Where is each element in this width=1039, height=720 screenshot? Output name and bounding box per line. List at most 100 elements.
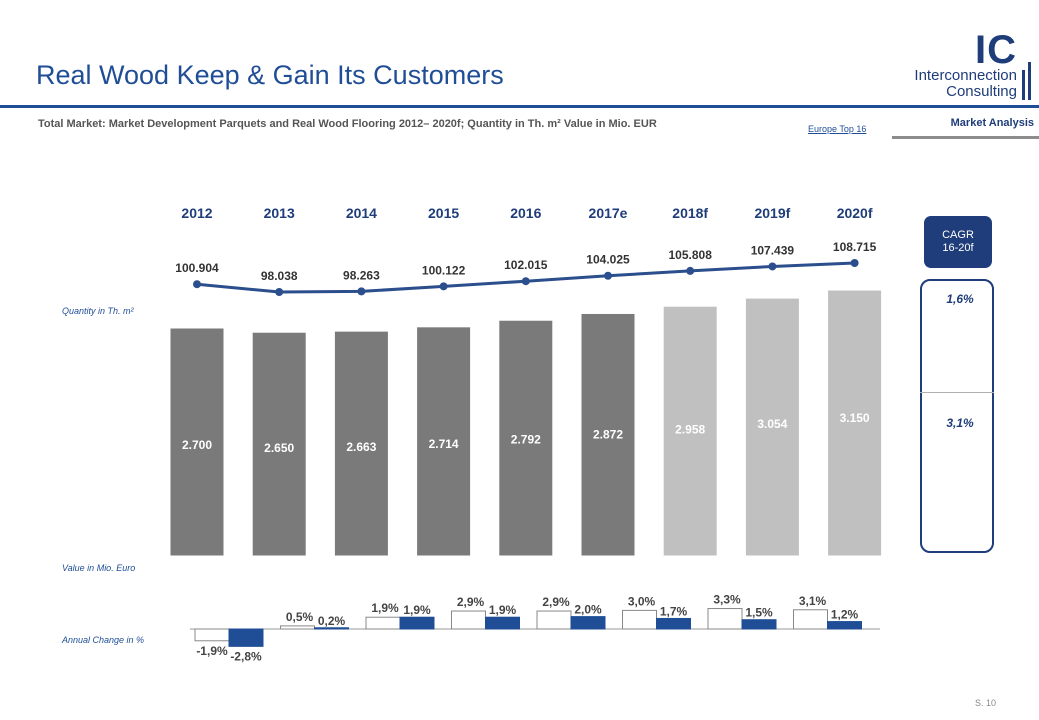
year-label: 2014	[346, 205, 377, 221]
quantity-label: 105.808	[669, 248, 713, 262]
cagr-header: CAGR 16-20f	[924, 216, 992, 268]
value-bar-label: 2.650	[264, 441, 294, 455]
quantity-point	[521, 277, 530, 286]
change-label: 2,0%	[574, 603, 602, 617]
cagr-title: CAGR	[942, 229, 974, 241]
cagr-quantity-value: 1,6%	[946, 292, 974, 306]
quantity-label: 104.025	[586, 253, 630, 267]
change-bar-blue	[656, 617, 691, 630]
change-bar-blue	[314, 627, 349, 630]
year-label: 2018f	[672, 205, 708, 221]
change-label: 3,3%	[713, 593, 741, 607]
change-label: 1,9%	[371, 601, 399, 615]
year-label: 2020f	[837, 205, 873, 221]
change-label: 1,7%	[660, 604, 688, 618]
change-label: -1,9%	[196, 644, 228, 658]
value-bar-label: 2.958	[675, 423, 705, 437]
quantity-label: 98.263	[343, 268, 380, 282]
value-bar-label: 3.150	[840, 411, 870, 425]
value-axis-label: Value in Mio. Euro	[62, 563, 136, 573]
change-bar-blue	[827, 621, 862, 630]
change-label: 1,9%	[403, 603, 431, 617]
value-bar	[169, 327, 225, 557]
quantity-point	[275, 288, 284, 296]
change-bar-blue	[228, 628, 264, 647]
change-bar-white	[622, 609, 657, 630]
quantity-point	[768, 262, 777, 271]
value-bar-label: 2.872	[593, 428, 623, 442]
section-underline	[892, 136, 1039, 139]
change-label: 1,2%	[831, 608, 859, 622]
company-logo: IC Interconnection Consulting	[885, 30, 1035, 102]
logo-text-line1: Interconnection	[914, 67, 1017, 84]
change-label: 0,2%	[318, 614, 346, 628]
change-bar-white	[365, 616, 401, 630]
change-bar-blue	[570, 616, 606, 630]
quantity-point	[604, 271, 612, 280]
quantity-axis-label: Quantity in Th. m²	[62, 306, 134, 316]
value-bar-label: 2.663	[346, 440, 376, 454]
change-bar-white	[451, 610, 486, 630]
quantity-label: 100.904	[175, 261, 219, 275]
quantity-label: 98.038	[261, 269, 298, 283]
change-bar-blue	[399, 616, 435, 630]
change-label: 2,9%	[457, 595, 485, 609]
value-bar	[498, 319, 554, 557]
change-label: 1,9%	[489, 603, 517, 617]
change-label: 2,9%	[542, 595, 570, 609]
quantity-point	[439, 282, 448, 291]
year-label: 2019f	[754, 205, 790, 221]
value-bar-label: 3.054	[757, 417, 787, 431]
logo-bar	[1028, 62, 1031, 100]
change-label: 3,1%	[799, 594, 827, 608]
year-label: 2015	[428, 205, 459, 221]
value-bar	[827, 289, 883, 557]
title-underline	[0, 105, 1039, 108]
quantity-point	[686, 266, 695, 275]
quantity-point	[193, 280, 201, 289]
change-bar-blue	[485, 616, 520, 630]
value-bar-label: 2.792	[511, 432, 541, 446]
change-bar-white	[194, 628, 230, 642]
value-bar-label: 2.714	[429, 437, 459, 451]
year-label: 2017e	[589, 205, 628, 221]
quantity-label: 108.715	[833, 240, 877, 254]
year-label: 2013	[264, 205, 295, 221]
europe-top16-link[interactable]: Europe Top 16	[808, 124, 867, 134]
chart-subtitle: Total Market: Market Development Parquet…	[38, 118, 657, 130]
section-label: Market Analysis	[950, 117, 1034, 129]
logo-bar	[1022, 70, 1025, 100]
change-bar-white	[536, 610, 572, 630]
page-number: S. 10	[975, 698, 997, 708]
change-label: -2,8%	[230, 649, 262, 663]
cagr-value-value: 3,1%	[946, 416, 974, 430]
change-bar-white	[793, 609, 828, 630]
year-label: 2012	[181, 205, 212, 221]
value-bar	[744, 297, 800, 557]
quantity-label: 102.015	[504, 258, 548, 272]
value-bar	[416, 326, 472, 557]
cagr-panel	[920, 279, 994, 553]
value-bar	[662, 305, 718, 557]
logo-ic-mark: IC	[975, 28, 1017, 72]
value-bar	[580, 312, 636, 557]
quantity-point	[850, 259, 859, 267]
quantity-point	[357, 287, 366, 296]
cagr-period: 16-20f	[942, 242, 974, 254]
year-label: 2016	[510, 205, 541, 221]
logo-text-line2: Consulting	[946, 83, 1017, 100]
quantity-label: 107.439	[751, 243, 795, 257]
change-bar-blue	[741, 619, 777, 630]
change-label: 0,5%	[286, 610, 314, 624]
value-bar-label: 2.700	[182, 438, 212, 452]
change-bar-white	[280, 625, 315, 630]
change-bar-white	[707, 608, 743, 630]
quantity-label: 100.122	[422, 263, 466, 277]
page-title: Real Wood Keep & Gain Its Customers	[36, 60, 504, 90]
cagr-divider	[920, 392, 994, 393]
change-label: 1,5%	[745, 606, 773, 620]
value-bar	[333, 330, 389, 557]
value-bar	[251, 331, 307, 557]
change-label: 3,0%	[628, 594, 656, 608]
